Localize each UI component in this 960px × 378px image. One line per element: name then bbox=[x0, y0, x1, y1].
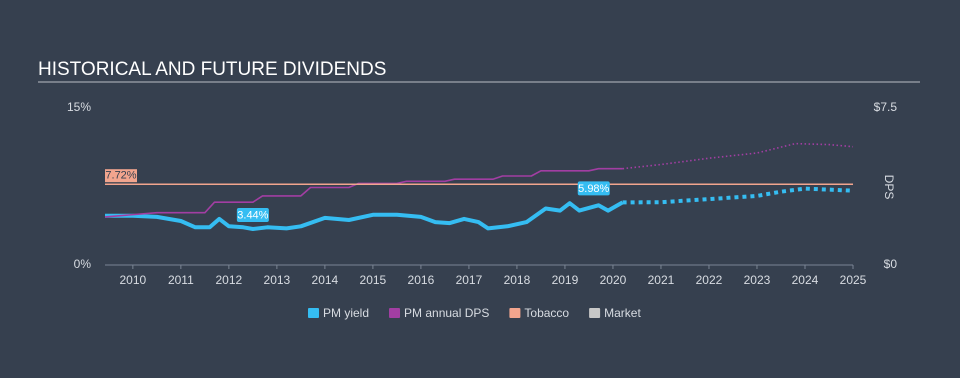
x-tick-label: 2016 bbox=[408, 273, 435, 287]
y2-tick-label: $0 bbox=[884, 257, 898, 271]
y2-tick-label: $7.5 bbox=[874, 100, 898, 114]
annotation-label: 3.44% bbox=[237, 209, 268, 221]
legend-swatch bbox=[589, 308, 601, 318]
forecast-line bbox=[622, 142, 854, 170]
legend-label: PM yield bbox=[323, 306, 369, 320]
x-tick-label: 2021 bbox=[648, 273, 675, 287]
x-tick-label: 2020 bbox=[600, 273, 627, 287]
x-tick-label: 2024 bbox=[792, 273, 819, 287]
annotation-box bbox=[577, 181, 610, 196]
value-label: 7.72% bbox=[105, 170, 136, 182]
y-tick-label: 15% bbox=[67, 100, 91, 114]
x-tick-label: 2015 bbox=[360, 273, 387, 287]
x-tick-label: 2025 bbox=[840, 273, 867, 287]
legend: PM yield PM annual DPS Tobacco Market bbox=[308, 306, 641, 320]
x-tick-label: 2018 bbox=[504, 273, 531, 287]
chart-title: HISTORICAL AND FUTURE DIVIDENDS bbox=[38, 59, 386, 80]
x-tick-label: 2017 bbox=[456, 273, 483, 287]
annotation-label: 5.98% bbox=[578, 183, 609, 195]
legend-swatch bbox=[308, 308, 319, 318]
x-tick-label: 2013 bbox=[264, 273, 291, 287]
x-tick-label: 2012 bbox=[216, 273, 243, 287]
legend-label: Market bbox=[604, 306, 641, 320]
x-tick-label: 2022 bbox=[696, 273, 723, 287]
legend-swatch bbox=[389, 308, 401, 318]
annotation-box bbox=[236, 207, 269, 222]
y-tick-label: 0% bbox=[74, 257, 92, 271]
series-line bbox=[105, 200, 624, 231]
x-tick-label: 2014 bbox=[312, 273, 339, 287]
legend-swatch bbox=[509, 308, 521, 318]
y2-axis-label: DPS bbox=[882, 175, 896, 200]
value-label-box bbox=[105, 169, 137, 183]
legend-label: Tobacco bbox=[524, 306, 569, 320]
legend-label: PM annual DPS bbox=[404, 306, 489, 320]
x-tick-label: 2010 bbox=[119, 273, 146, 287]
x-tick-label: 2011 bbox=[168, 273, 194, 287]
x-tick-label: 2019 bbox=[552, 273, 579, 287]
series-line bbox=[104, 167, 623, 218]
x-tick-label: 2023 bbox=[744, 273, 771, 287]
